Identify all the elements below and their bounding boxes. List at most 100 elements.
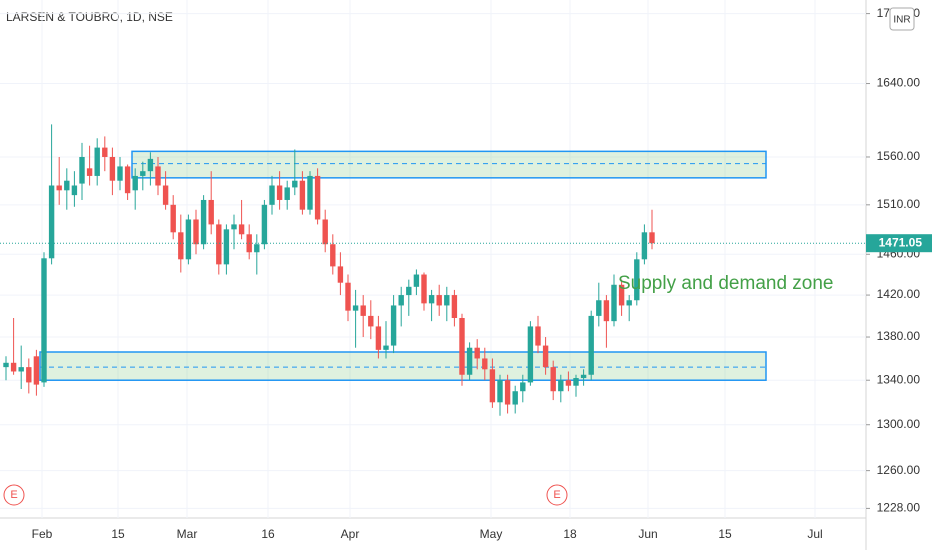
candle-body [459, 317, 465, 375]
candle-body [292, 180, 298, 188]
candle-body [535, 326, 541, 346]
candle-body [330, 244, 336, 267]
candle-body [132, 175, 138, 191]
candle-body [383, 345, 389, 350]
candle-body [94, 147, 100, 176]
y-tick-label: 1510.00 [877, 197, 921, 211]
candle-body [185, 219, 192, 260]
x-tick-label: Jun [638, 527, 657, 541]
candle-body [626, 300, 632, 306]
currency-box [889, 7, 915, 31]
candle-body [238, 224, 245, 235]
candle-body [352, 305, 359, 311]
candle-body [147, 158, 154, 172]
candle-body [41, 258, 47, 383]
candle-body [527, 326, 534, 383]
candle-body [117, 166, 123, 181]
candle-body [307, 175, 313, 210]
y-tick-label: 1300.00 [877, 417, 921, 431]
chart-title: LARSEN & TOUBRO, 1D, NSE [6, 10, 173, 24]
candle-body [565, 380, 572, 386]
candle-body [634, 259, 640, 301]
candle-body [512, 391, 518, 405]
x-tick-label: Apr [341, 527, 360, 541]
candle-body [603, 300, 610, 322]
x-tick-label: 15 [111, 527, 125, 541]
candle-body [162, 185, 169, 205]
candle-body [170, 204, 176, 233]
candle-body [200, 199, 207, 245]
currency-label: INR [893, 15, 910, 26]
y-tick-label: 1380.00 [877, 329, 921, 343]
candle-body [109, 156, 116, 181]
candle-body [3, 362, 9, 368]
candle-body [86, 168, 93, 176]
candle-body [573, 378, 579, 386]
candle-body [314, 175, 321, 220]
x-tick-label: Feb [32, 527, 53, 541]
candle-body [223, 229, 230, 265]
candle-body [10, 362, 17, 372]
candle-body [482, 358, 488, 370]
annotation: Supply and demand zone [618, 273, 834, 294]
event-marker [546, 484, 568, 506]
candle-body [79, 156, 85, 184]
candle-body [641, 232, 648, 260]
candle-body [337, 266, 344, 283]
candle-body [124, 166, 131, 194]
event-marker-label: E [10, 489, 17, 501]
candle-body [299, 180, 306, 210]
candle-body [322, 219, 328, 245]
candle-body [33, 356, 40, 385]
y-tick-label: 1228.00 [877, 501, 921, 515]
candle-body [504, 380, 511, 405]
event-marker [3, 484, 25, 506]
candle-body [406, 286, 412, 296]
y-tick-label: 1560.00 [877, 149, 921, 163]
candle-body [48, 185, 55, 259]
candle-body [269, 185, 275, 205]
candle-body [618, 284, 625, 306]
x-tick-label: Mar [177, 527, 198, 541]
candle-body [649, 232, 655, 244]
candle-body [18, 367, 24, 372]
last-price-label: 1471.05 [879, 235, 923, 249]
candle-body [254, 244, 260, 253]
x-tick-label: 16 [261, 527, 275, 541]
candle-body [276, 185, 283, 200]
candle-body [489, 369, 496, 403]
candle-body [428, 295, 435, 304]
candle-body [596, 300, 602, 316]
candle-body [436, 295, 442, 306]
candle-body [193, 219, 199, 245]
candle-body [398, 295, 404, 306]
candle-body [451, 295, 458, 318]
candle-body [542, 345, 549, 368]
event-marker-label: E [553, 489, 560, 501]
y-tick-label: 1420.00 [877, 287, 921, 301]
x-tick-label: May [480, 527, 503, 541]
candle-body [466, 347, 473, 375]
zone [39, 351, 767, 381]
candle-body [56, 185, 62, 191]
candle-body [284, 187, 290, 200]
candle-body [178, 232, 184, 260]
candle-body [231, 224, 237, 230]
last-price-tag [866, 234, 932, 253]
candle-body [155, 166, 161, 186]
candle-body [611, 284, 617, 322]
candle-body [360, 305, 366, 316]
x-tick-label: 18 [563, 527, 577, 541]
candle-body [64, 180, 70, 191]
candle-body [421, 274, 427, 304]
candle-body [474, 347, 480, 359]
candle-body [368, 315, 374, 327]
candle-body [520, 382, 526, 392]
candle-body [261, 204, 268, 245]
candle-body [345, 282, 351, 311]
candle-body [588, 315, 594, 375]
y-tick-label: 1340.00 [877, 372, 921, 386]
candle-body [497, 380, 503, 403]
